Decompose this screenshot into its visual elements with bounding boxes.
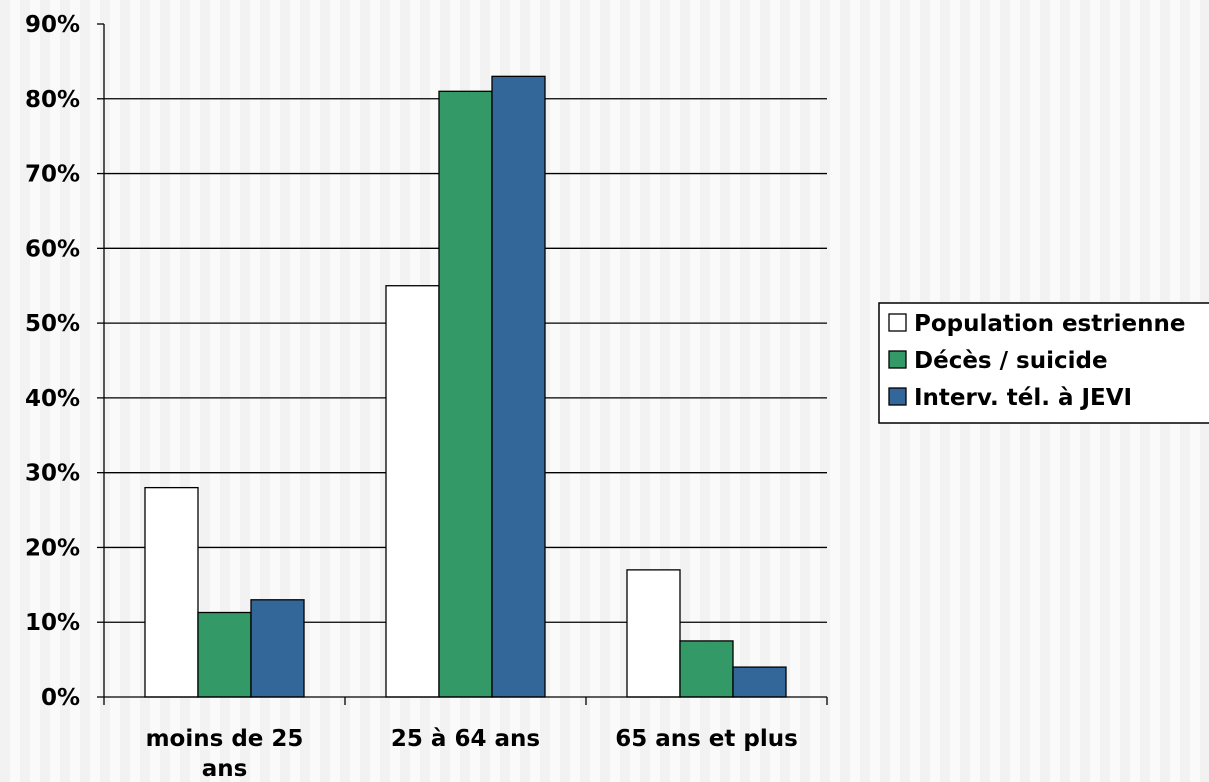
x-category-label: moins de 25 ans — [146, 726, 304, 782]
bars — [144, 75, 787, 698]
legend-swatch — [888, 387, 907, 406]
y-tick-label: 70% — [25, 162, 80, 188]
y-tick-label: 80% — [25, 87, 80, 113]
background-stripe — [250, 0, 260, 782]
background-stripe — [270, 0, 280, 782]
background-stripe — [190, 0, 200, 782]
background-stripe — [50, 0, 60, 782]
legend-label: Interv. tél. à JEVI — [914, 385, 1132, 411]
axes — [97, 23, 828, 705]
y-tick-label: 50% — [25, 311, 80, 337]
background-stripe — [110, 0, 120, 782]
y-tick-labels: 0% 10% 20% 30% 40% 50% 60% 70% 80% 90% — [25, 12, 80, 711]
background-stripe — [90, 0, 100, 782]
background-stripe — [570, 0, 580, 782]
y-tick-label: 40% — [25, 386, 80, 412]
background-stripe — [650, 0, 660, 782]
background-stripe — [610, 0, 620, 782]
background-stripe — [850, 0, 860, 782]
bar — [144, 486, 199, 698]
legend-swatch — [888, 350, 907, 369]
bar — [491, 75, 546, 698]
legend-label: Décès / suicide — [914, 348, 1108, 374]
legend: Population estrienne Décès / suicide Inter… — [878, 302, 1209, 424]
background-stripe — [330, 0, 340, 782]
background-stripe — [830, 0, 840, 782]
background-stripe — [230, 0, 240, 782]
background-stripe — [790, 0, 800, 782]
x-category-labels: moins de 25 ans 25 à 64 ans 65 ans et plus — [146, 726, 798, 782]
background-stripe — [710, 0, 720, 782]
legend-swatch — [888, 313, 907, 332]
background-stripe — [550, 0, 560, 782]
y-tick-label: 0% — [41, 685, 80, 711]
bar — [679, 640, 734, 698]
bar — [438, 90, 493, 698]
background-stripe — [670, 0, 680, 782]
legend-box — [878, 302, 1209, 424]
background-stripe — [870, 0, 880, 782]
background-stripe — [810, 0, 820, 782]
background-stripe — [690, 0, 700, 782]
y-tick-label: 10% — [25, 610, 80, 636]
background-stripe — [290, 0, 300, 782]
background-stripe — [30, 0, 40, 782]
bar — [250, 599, 305, 698]
background-stripe — [350, 0, 360, 782]
background-stripe — [210, 0, 220, 782]
background-stripe — [630, 0, 640, 782]
background-stripe — [170, 0, 180, 782]
background-stripe — [310, 0, 320, 782]
bar — [732, 666, 787, 698]
y-tick-label: 60% — [25, 236, 80, 262]
x-category-label: 65 ans et plus — [615, 726, 798, 752]
background-stripe — [70, 0, 80, 782]
bar — [626, 569, 681, 698]
background-stripe — [590, 0, 600, 782]
background-stripe — [770, 0, 780, 782]
y-tick-label: 20% — [25, 535, 80, 561]
background-stripe — [370, 0, 380, 782]
legend-label: Population estrienne — [914, 311, 1185, 337]
y-tick-label: 30% — [25, 461, 80, 487]
bar — [385, 285, 440, 698]
y-tick-label: 90% — [25, 12, 80, 38]
background-stripe — [130, 0, 140, 782]
background-stripe — [750, 0, 760, 782]
bar — [197, 611, 252, 698]
background-stripe — [10, 0, 20, 782]
background-stripe — [730, 0, 740, 782]
background-stripe — [150, 0, 160, 782]
x-category-label: 25 à 64 ans — [391, 726, 540, 752]
